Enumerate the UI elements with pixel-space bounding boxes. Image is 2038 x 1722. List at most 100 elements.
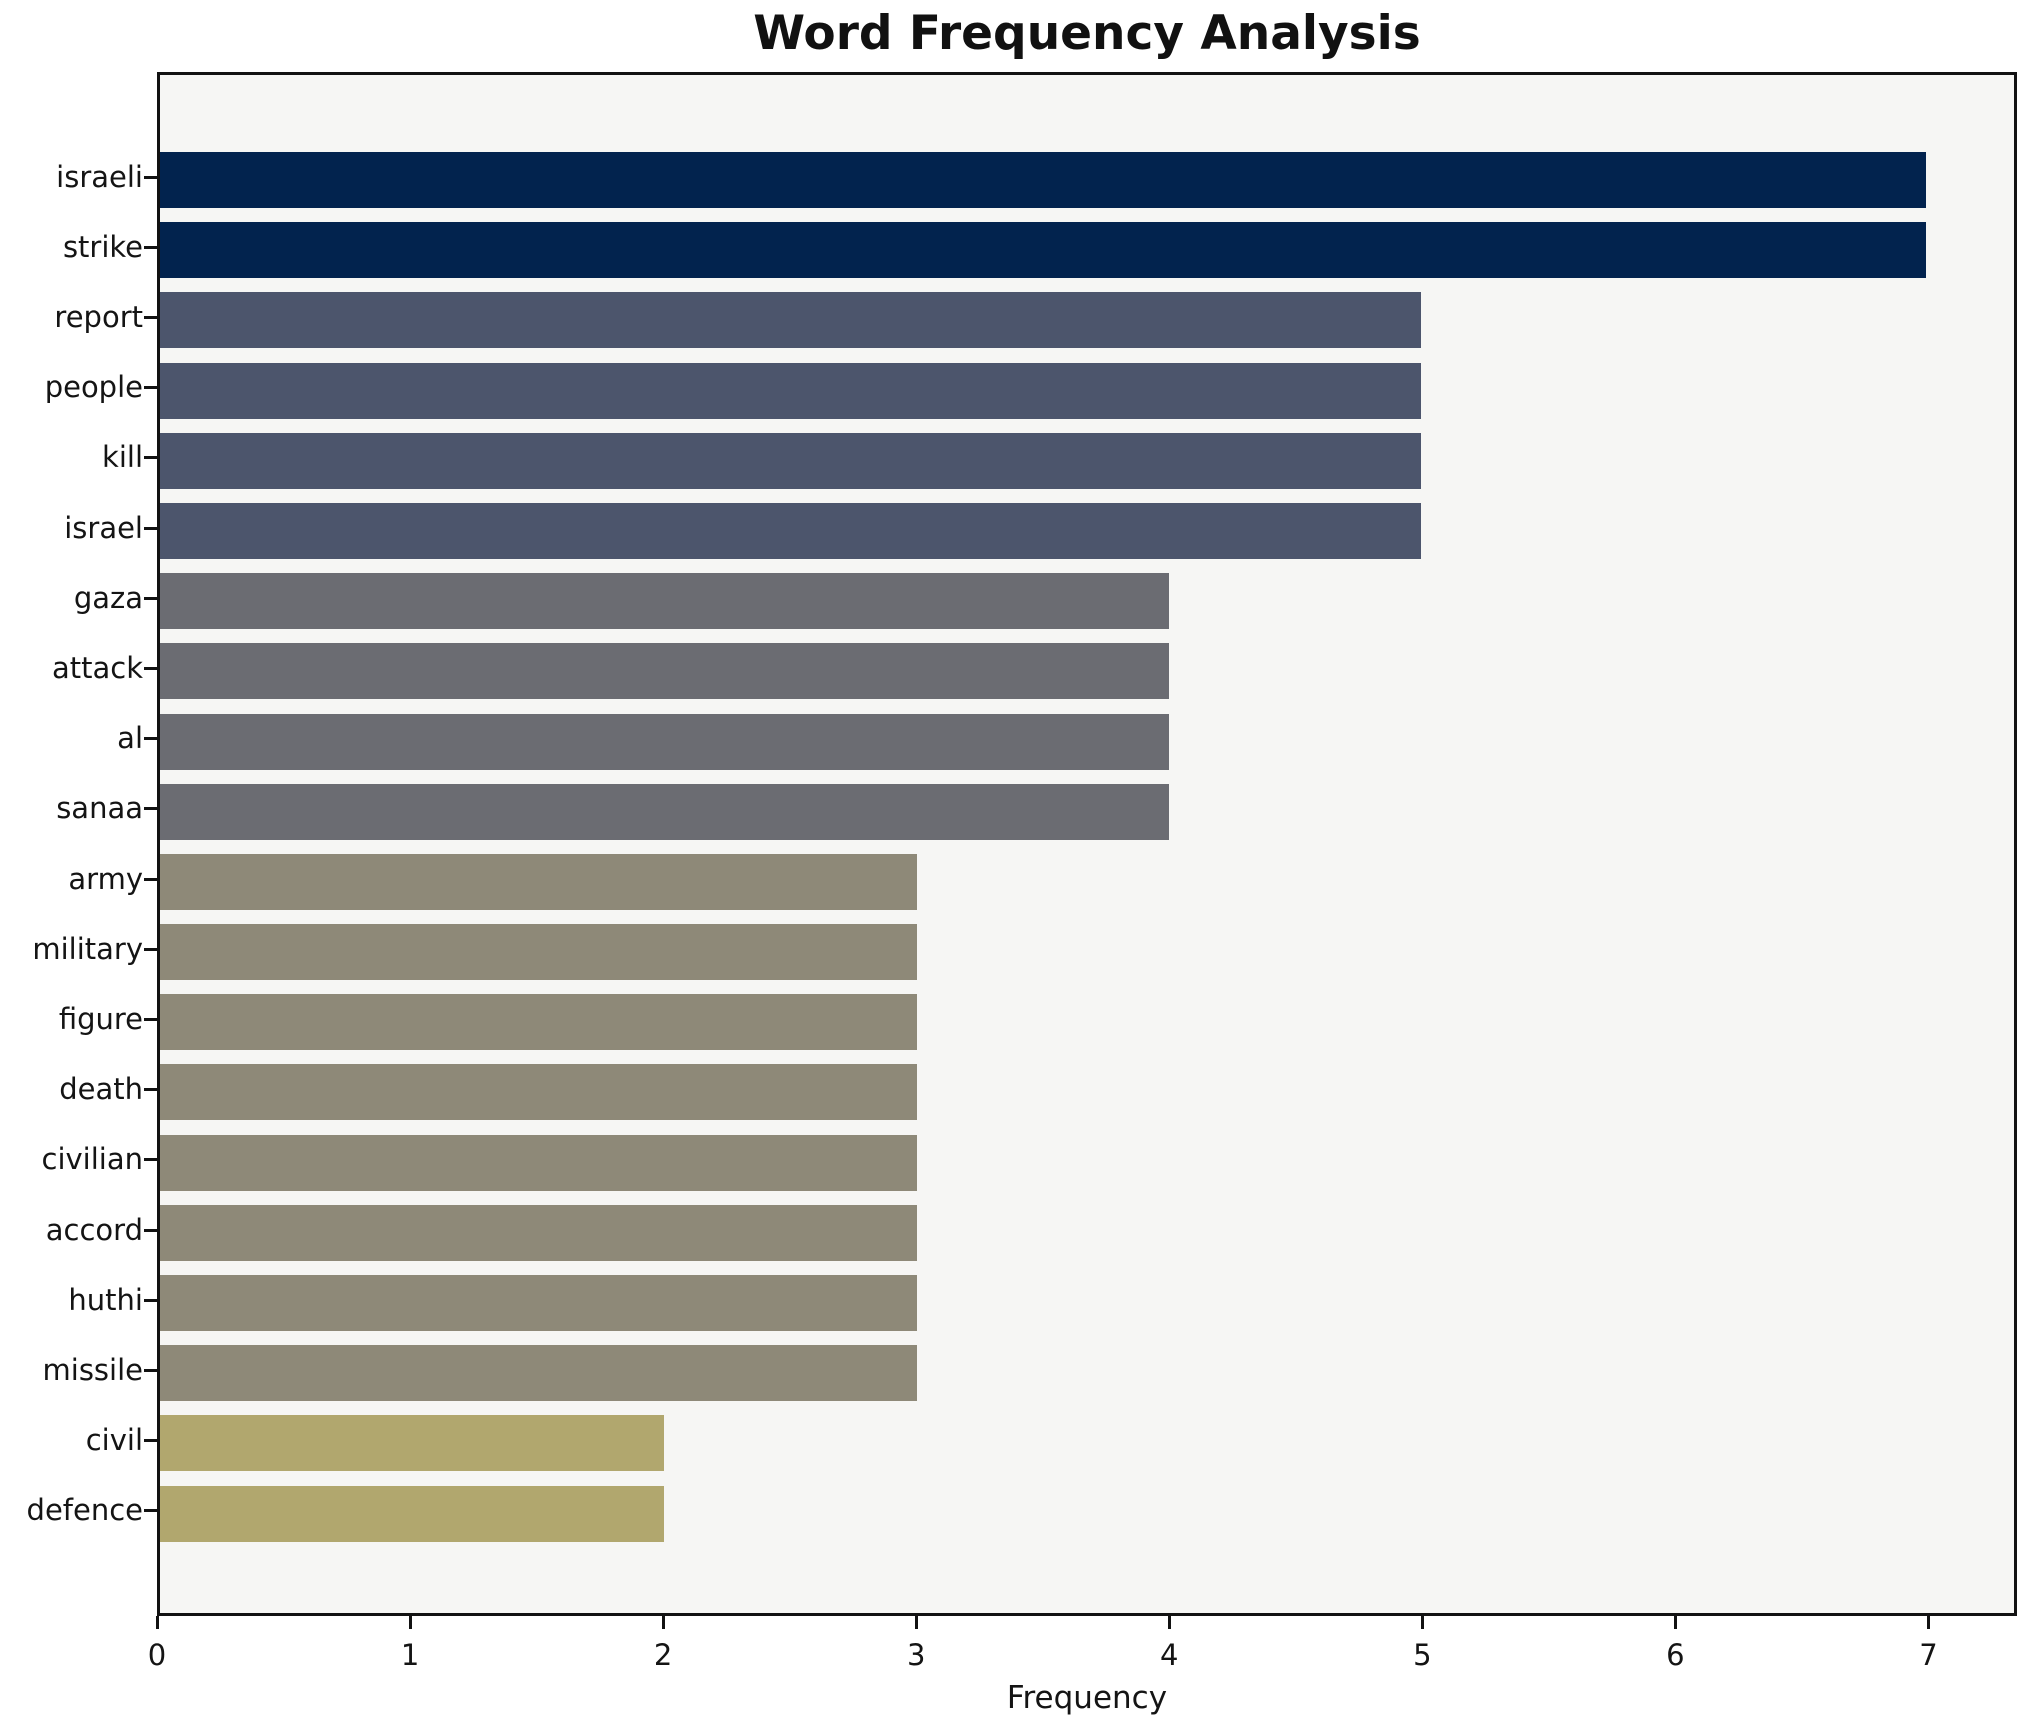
bar-figure (160, 994, 917, 1051)
y-tick (144, 596, 157, 600)
x-tick-label-3: 3 (906, 1638, 926, 1672)
y-tick (144, 386, 157, 390)
bar-row (160, 215, 2014, 285)
y-tick (144, 245, 157, 249)
bar-row (160, 1338, 2014, 1408)
x-tick-label-4: 4 (1160, 1638, 1179, 1672)
bar-strike (160, 222, 1926, 279)
y-label-kill: kill (102, 440, 143, 475)
bar-sanaa (160, 783, 1169, 840)
bar-row (160, 356, 2014, 426)
y-tick (144, 877, 157, 881)
y-tick (144, 1088, 157, 1092)
y-tick (144, 175, 157, 179)
y-tick (144, 1018, 157, 1021)
bar-huthi (160, 1275, 917, 1331)
y-label-people: people (44, 370, 143, 405)
plot-area (157, 72, 2017, 1616)
y-tick (144, 1298, 157, 1302)
y-label-report: report (54, 300, 143, 334)
x-tick (1420, 1616, 1424, 1629)
x-tick-label-2: 2 (653, 1638, 673, 1672)
y-label-defence: defence (26, 1493, 143, 1528)
bar-row (160, 847, 2014, 917)
x-tick (155, 1616, 159, 1629)
y-label-attack: attack (51, 651, 143, 685)
x-tick (661, 1616, 665, 1629)
x-tick-label-1: 1 (400, 1638, 420, 1672)
y-label-missile: missile (42, 1353, 143, 1387)
x-tick (1673, 1616, 1677, 1629)
bar-row (160, 566, 2014, 636)
bar-army (160, 853, 917, 910)
bar-accord (160, 1204, 917, 1261)
bar-row (160, 636, 2014, 706)
bar-row (160, 1408, 2014, 1478)
bar-israel (160, 502, 1422, 559)
y-label-strike: strike (62, 229, 143, 264)
bars-container (160, 145, 2014, 1549)
bar-row (160, 707, 2014, 777)
bar-people (160, 362, 1422, 419)
bar-row (160, 1268, 2014, 1338)
bar-row (160, 917, 2014, 987)
y-label-gaza: gaza (73, 580, 143, 615)
x-tick-label-6: 6 (1666, 1638, 1685, 1672)
bar-row (160, 496, 2014, 566)
bar-row (160, 1479, 2014, 1549)
y-tick (144, 456, 157, 460)
y-label-accord: accord (45, 1212, 143, 1247)
y-label-military: military (32, 931, 143, 966)
bar-row (160, 1198, 2014, 1268)
y-label-civil: civil (85, 1423, 143, 1458)
y-tick (144, 1369, 157, 1372)
y-tick (144, 1158, 157, 1162)
x-tick-label-7: 7 (1919, 1638, 1938, 1672)
x-tick-label-5: 5 (1413, 1638, 1432, 1672)
y-label-death: death (59, 1072, 143, 1107)
y-tick (144, 1439, 157, 1443)
y-tick (144, 807, 157, 811)
y-label-huthi: huthi (68, 1282, 143, 1317)
bar-israeli (160, 152, 1926, 208)
bar-row (160, 426, 2014, 496)
x-tick (408, 1616, 412, 1629)
y-label-israeli: israeli (56, 159, 143, 194)
bar-defence (160, 1485, 665, 1542)
bar-row (160, 1128, 2014, 1198)
bar-missile (160, 1345, 917, 1402)
y-label-al: al (117, 721, 143, 756)
x-tick-label-0: 0 (147, 1638, 167, 1672)
y-tick (144, 667, 157, 670)
bar-gaza (160, 573, 1169, 630)
y-label-figure: figure (58, 1002, 143, 1036)
y-tick (144, 526, 157, 530)
bar-al (160, 713, 1169, 770)
bar-row (160, 145, 2014, 215)
y-tick (144, 737, 157, 741)
bar-civilian (160, 1134, 917, 1191)
y-label-civilian: civilian (41, 1142, 144, 1177)
y-tick (144, 1228, 157, 1232)
x-tick (914, 1616, 918, 1629)
bar-row (160, 987, 2014, 1057)
x-tick (1926, 1616, 1930, 1629)
bar-report (160, 292, 1422, 349)
bar-military (160, 924, 917, 981)
y-tick (144, 1509, 157, 1513)
y-tick (144, 947, 157, 951)
bar-row (160, 285, 2014, 355)
bar-attack (160, 643, 1169, 700)
bar-kill (160, 432, 1422, 489)
bar-row (160, 1057, 2014, 1127)
y-label-sanaa: sanaa (56, 791, 143, 826)
x-axis-label: Frequency (1006, 1680, 1168, 1716)
y-tick (144, 316, 157, 319)
chart-title: Word Frequency Analysis (753, 6, 1421, 61)
bar-row (160, 777, 2014, 847)
bar-civil (160, 1415, 665, 1472)
y-label-army: army (68, 861, 143, 896)
bar-death (160, 1064, 917, 1121)
x-tick (1167, 1616, 1171, 1629)
